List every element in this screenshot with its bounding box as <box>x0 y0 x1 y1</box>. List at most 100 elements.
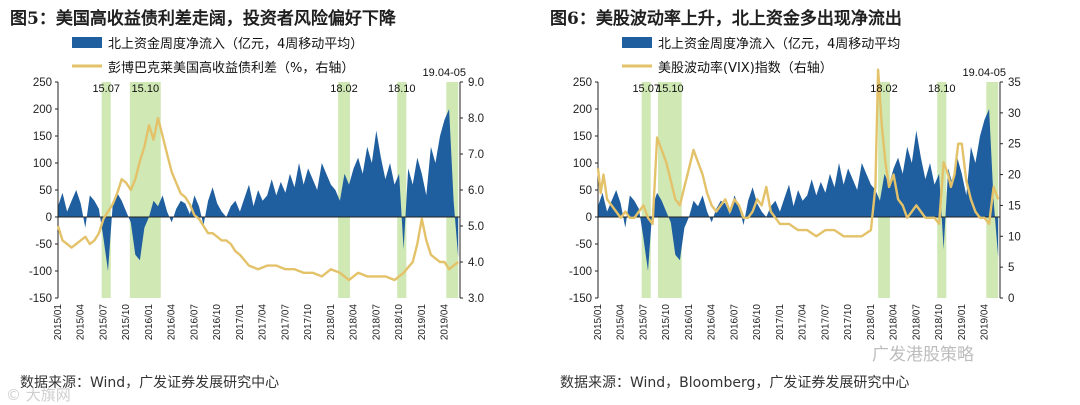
right-axis-line-series <box>596 68 1000 238</box>
right-y-tick-label: 9.0 <box>468 77 484 89</box>
right-y-tick-label: 8.0 <box>468 113 484 125</box>
left-y-tick-label: 50 <box>39 185 52 197</box>
x-tick-label: 2016/01 <box>144 304 155 341</box>
x-tick-label: 2015/07 <box>638 304 649 341</box>
left-y-tick-label: 0 <box>586 212 592 224</box>
legend-swatch-area <box>72 37 102 48</box>
x-tick-label: 2018/04 <box>349 304 360 341</box>
left-y-tick-label: -100 <box>29 266 52 278</box>
x-tick-label: 2017/01 <box>235 304 246 341</box>
watermark-text: 广发港股策略 <box>872 345 974 365</box>
x-tick-label: 2016/10 <box>752 304 763 341</box>
x-tick-label: 2017/10 <box>843 304 854 341</box>
x-tick-label: 2018/04 <box>889 304 900 341</box>
band-annotation: 19.04-05 <box>423 67 466 79</box>
x-tick-label: 2019/01 <box>957 304 968 341</box>
shaded-band <box>397 82 407 298</box>
x-tick-label: 2015/01 <box>53 304 64 341</box>
x-tick-label: 2015/04 <box>76 304 87 341</box>
shaded-band <box>658 82 682 298</box>
x-tick-label: 2018/07 <box>911 304 922 341</box>
legend-label-area: 北上资金周度净流入（亿元，4周移动平均） <box>108 36 363 52</box>
shaded-band <box>101 82 111 298</box>
x-tick-label: 2015/10 <box>121 304 132 341</box>
vix-chart: 250200150100500-50-100-15035302520151050… <box>569 36 1021 341</box>
band-annotation: 18.10 <box>928 83 956 95</box>
x-tick-label: 2016/10 <box>212 304 223 341</box>
right-y-tick-label: 7.0 <box>468 149 484 161</box>
x-tick-label: 2018/10 <box>394 304 405 341</box>
x-tick-label: 2017/04 <box>258 304 269 341</box>
left-y-tick-label: 100 <box>33 158 52 170</box>
left-y-tick-label: 150 <box>33 131 52 143</box>
left-y-tick-label: -50 <box>35 239 52 251</box>
x-tick-label: 2017/07 <box>820 304 831 341</box>
x-tick-label: 2016/04 <box>707 304 718 341</box>
watermark-text: © 大旗网 <box>6 386 71 404</box>
x-tick-label: 2015/10 <box>661 304 672 341</box>
legend-label-area: 北上资金周度净流入（亿元，4周移动平均 <box>658 36 900 52</box>
x-tick-label: 2016/07 <box>729 304 740 341</box>
shaded-band <box>641 82 651 298</box>
left-y-tick-label: 200 <box>573 104 592 116</box>
x-tick-label: 2016/07 <box>189 304 200 341</box>
left-y-tick-label: -150 <box>29 293 52 305</box>
band-annotation: 19.04-05 <box>963 67 1006 79</box>
left-y-tick-label: 100 <box>573 158 592 170</box>
right-axis-line-series <box>56 116 459 282</box>
figure-title: 图6：美股波动率上升，北上资金多出现净流出 <box>550 9 902 29</box>
x-tick-label: 2015/07 <box>98 304 109 341</box>
x-tick-label: 2015/01 <box>593 304 604 341</box>
legend-label-line: 美股波动率(VIX)指数（右轴） <box>658 60 833 76</box>
band-annotation: 18.02 <box>870 83 898 95</box>
x-tick-label: 2018/01 <box>326 304 337 341</box>
x-tick-label: 2019/01 <box>417 304 428 341</box>
band-annotation: 15.07 <box>92 83 120 95</box>
legend-label-line: 彭博巴克莱美国高收益债利差（%，右轴） <box>108 60 354 76</box>
left-y-tick-label: 150 <box>573 131 592 143</box>
right-y-tick-label: 3.0 <box>468 293 484 305</box>
inflow-area-series <box>58 109 459 271</box>
figure-title: 图5：美国高收益债利差走阔，投资者风险偏好下降 <box>10 9 396 29</box>
left-y-tick-label: 250 <box>573 77 592 89</box>
spread-chart: 250 200 150 100 50 0 -50 -100 -150 9.0 8.0 7.0 6.0 5.… <box>29 36 484 341</box>
right-y-tick-label: 35 <box>1008 77 1021 89</box>
band-annotation: 15.10 <box>656 83 684 95</box>
legend-swatch-area <box>622 37 652 48</box>
band-annotation: 15.07 <box>632 83 660 95</box>
band-annotation: 15.10 <box>132 83 160 95</box>
x-tick-label: 2017/04 <box>798 304 809 341</box>
left-y-tick-label: 0 <box>46 212 52 224</box>
shaded-band <box>129 82 161 298</box>
left-y-tick-label: 200 <box>33 104 52 116</box>
x-tick-label: 2018/10 <box>934 304 945 341</box>
left-y-tick-label: 250 <box>33 77 52 89</box>
x-tick-label: 2017/10 <box>303 304 314 341</box>
left-y-tick-label: -150 <box>569 293 592 305</box>
left-y-tick-label: 50 <box>579 185 592 197</box>
x-tick-label: 2019/04 <box>440 304 451 341</box>
left-y-tick-label: -100 <box>569 266 592 278</box>
x-tick-label: 2016/04 <box>167 304 178 341</box>
right-y-tick-label: 10 <box>1008 231 1021 243</box>
x-tick-label: 2018/07 <box>371 304 382 341</box>
x-tick-label: 2016/01 <box>684 304 695 341</box>
figure-6-panel: 图6：美股波动率上升，北上资金多出现净流出 250 200 150 100 50 0 -50… <box>540 0 1080 405</box>
right-y-tick-label: 30 <box>1008 108 1021 120</box>
x-tick-label: 2017/01 <box>775 304 786 341</box>
right-y-tick-label: 15 <box>1008 200 1021 212</box>
right-y-tick-label: 20 <box>1008 170 1021 182</box>
right-y-tick-label: 5.0 <box>468 221 484 233</box>
x-tick-label: 2019/04 <box>980 304 991 341</box>
right-y-tick-label: 4.0 <box>468 257 484 269</box>
right-y-tick-label: 0 <box>1008 293 1014 305</box>
band-annotation: 18.02 <box>330 83 358 95</box>
right-y-tick-label: 25 <box>1008 139 1021 151</box>
x-tick-label: 2017/07 <box>280 304 291 341</box>
figure-source: 数据来源：Wind，Bloomberg，广发证券发展研究中心 <box>560 375 910 391</box>
band-annotation: 18.10 <box>388 83 416 95</box>
figure-5-panel: 图5：美国高收益债利差走阔，投资者风险偏好下降 250 200 150 100 50 0 -… <box>6 9 484 404</box>
right-y-tick-label: 5 <box>1008 262 1014 274</box>
x-tick-label: 2018/01 <box>866 304 877 341</box>
right-y-tick-label: 6.0 <box>468 185 484 197</box>
